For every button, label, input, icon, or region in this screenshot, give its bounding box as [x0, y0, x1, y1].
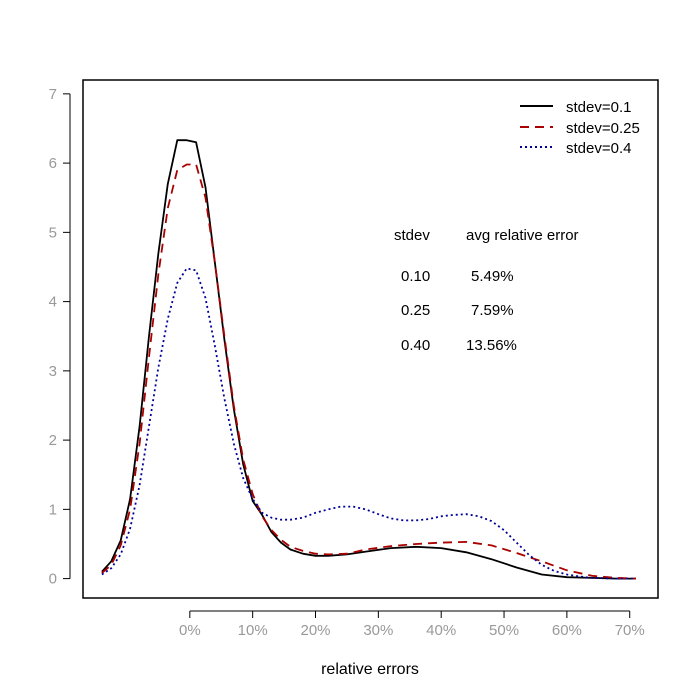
series-line-stdev-0.4 — [101, 267, 636, 580]
x-axis: 0% 10% 20% 30% 40% 50% 60% 70% — [179, 610, 645, 639]
x-tick-label: 60% — [552, 622, 582, 639]
y-tick-label: 1 — [49, 501, 57, 518]
y-tick-label: 3 — [49, 363, 57, 380]
y-tick-label: 2 — [49, 432, 57, 449]
y-axis: 0 1 2 3 4 5 6 7 — [49, 86, 71, 588]
series-line-stdev-0.1 — [101, 139, 636, 580]
x-tick-label: 30% — [363, 622, 393, 639]
error-summary-table: stdev avg relative error 0.10 5.49% 0.25… — [394, 227, 579, 354]
x-tick-label: 40% — [426, 622, 456, 639]
table-header-stdev: stdev — [394, 227, 430, 244]
legend-label-stdev-0.1: stdev=0.1 — [566, 99, 631, 116]
y-tick-label: 0 — [49, 571, 57, 588]
table-cell-stdev: 0.25 — [401, 302, 430, 319]
x-tick-label: 20% — [300, 622, 330, 639]
legend-label-stdev-0.25: stdev=0.25 — [566, 120, 640, 137]
y-tick-label: 5 — [49, 224, 57, 241]
series-lines — [101, 139, 637, 580]
x-tick-label: 50% — [489, 622, 519, 639]
table-cell-error: 7.59% — [471, 302, 514, 319]
x-tick-label: 70% — [615, 622, 645, 639]
table-header-avg-error: avg relative error — [466, 227, 579, 244]
table-cell-stdev: 0.40 — [401, 337, 430, 354]
series-line-stdev-0.25 — [101, 163, 637, 580]
x-tick-label: 10% — [238, 622, 268, 639]
y-tick-label: 6 — [49, 155, 57, 172]
table-cell-error: 13.56% — [466, 337, 517, 354]
y-tick-label: 7 — [49, 86, 57, 103]
legend: stdev=0.1 stdev=0.25 stdev=0.4 — [520, 99, 640, 157]
table-cell-error: 5.49% — [471, 268, 514, 285]
x-axis-label: relative errors — [321, 661, 419, 678]
x-tick-label: 0% — [179, 622, 201, 639]
plot-frame — [82, 79, 659, 599]
table-cell-stdev: 0.10 — [401, 268, 430, 285]
y-tick-label: 4 — [49, 294, 57, 311]
legend-label-stdev-0.4: stdev=0.4 — [566, 140, 631, 157]
